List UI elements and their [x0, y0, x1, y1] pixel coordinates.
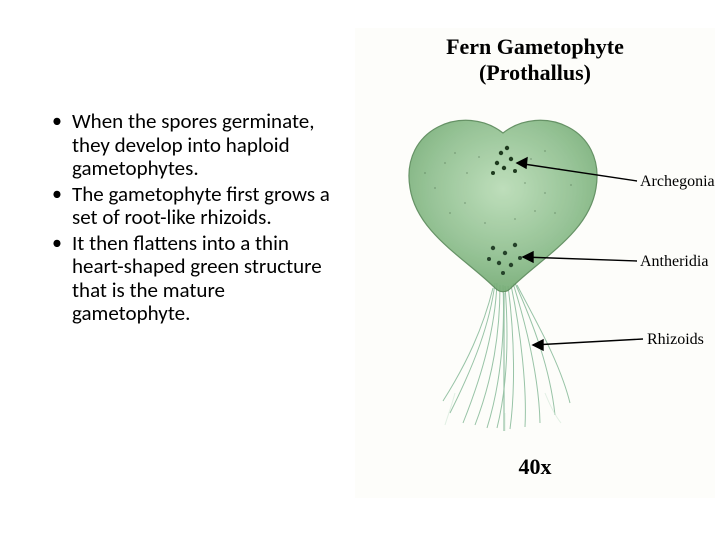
text-column: When the spores germinate, they develop … — [0, 0, 345, 540]
gametophyte-figure: Fern Gametophyte (Prothallus) — [355, 28, 715, 498]
figure-title: Fern Gametophyte (Prothallus) — [355, 34, 715, 87]
figure-column: Fern Gametophyte (Prothallus) — [345, 0, 720, 540]
magnification-label: 40x — [355, 454, 715, 480]
bullet-item: When the spores germinate, they develop … — [50, 110, 345, 181]
label-rhizoids: Rhizoids — [647, 331, 704, 349]
diagram-area: Archegonia Antheridia Rhizoids — [355, 93, 715, 433]
label-antheridia: Antheridia — [640, 253, 708, 271]
bullet-item: It then flattens into a thin heart-shape… — [50, 232, 345, 326]
bullet-list: When the spores germinate, they develop … — [50, 110, 345, 326]
slide: When the spores germinate, they develop … — [0, 0, 720, 540]
figure-title-line2: (Prothallus) — [355, 60, 715, 86]
rhizoids-group — [443, 283, 570, 431]
prothallus-body — [409, 120, 597, 291]
label-archegonia: Archegonia — [640, 173, 715, 191]
bullet-item: The gametophyte first grows a set of roo… — [50, 183, 345, 230]
figure-title-line1: Fern Gametophyte — [355, 34, 715, 60]
